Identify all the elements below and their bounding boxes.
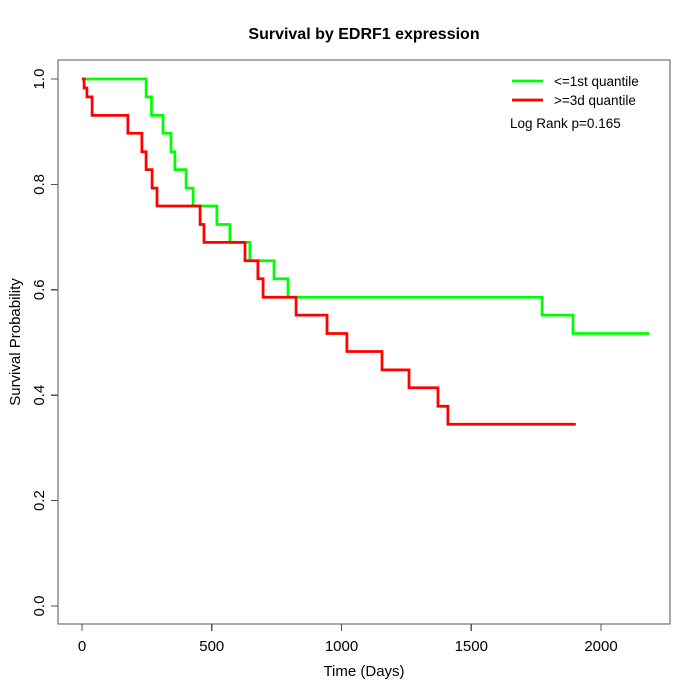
- x-tick-label: 1500: [455, 638, 488, 655]
- logrank-annotation: Log Rank p=0.165: [510, 116, 621, 131]
- legend-label-green: <=1st quantile: [554, 74, 639, 89]
- legend: <=1st quantile >=3d quantile Log Rank p=…: [510, 74, 639, 131]
- x-tick-label: 0: [78, 638, 86, 655]
- y-tick-label: 0.8: [31, 174, 48, 195]
- y-axis: 0.0 0.2 0.4 0.6 0.8 1.0: [31, 69, 58, 617]
- x-axis: 0 500 1000 1500 2000: [78, 624, 618, 655]
- chart-title: Survival by EDRF1 expression: [248, 26, 479, 43]
- legend-label-red: >=3d quantile: [554, 93, 636, 108]
- y-axis-label: Survival Probability: [7, 278, 24, 406]
- x-tick-label: 1000: [325, 638, 358, 655]
- y-tick-label: 0.6: [31, 279, 48, 300]
- y-tick-label: 0.2: [31, 490, 48, 511]
- km-step-curve-red: [82, 77, 576, 426]
- y-tick-label: 0.4: [31, 385, 48, 406]
- x-tick-label: 500: [199, 638, 224, 655]
- y-tick-label: 0.0: [31, 596, 48, 617]
- x-tick-label: 2000: [584, 638, 617, 655]
- km-step-curve-green: [82, 77, 649, 335]
- x-axis-label: Time (Days): [323, 663, 404, 680]
- y-tick-label: 1.0: [31, 69, 48, 90]
- curves-layer: [82, 77, 649, 426]
- plot-box: [57, 59, 671, 625]
